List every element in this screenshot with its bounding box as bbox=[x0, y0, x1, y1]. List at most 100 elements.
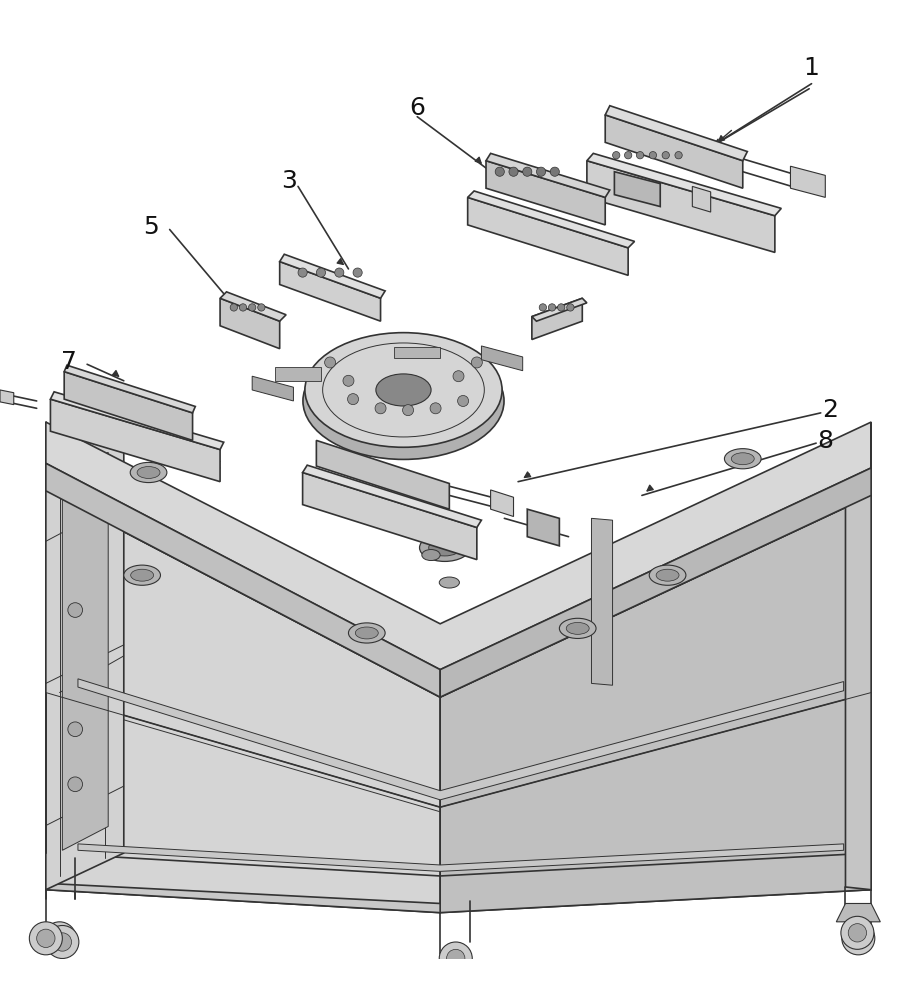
Polygon shape bbox=[845, 463, 871, 890]
Circle shape bbox=[37, 929, 55, 947]
Circle shape bbox=[636, 152, 644, 159]
Ellipse shape bbox=[137, 467, 160, 478]
Circle shape bbox=[536, 167, 546, 176]
Circle shape bbox=[68, 603, 83, 617]
Circle shape bbox=[848, 924, 867, 942]
Ellipse shape bbox=[428, 539, 461, 556]
Polygon shape bbox=[394, 347, 440, 358]
Polygon shape bbox=[605, 106, 747, 161]
Polygon shape bbox=[252, 376, 293, 401]
Polygon shape bbox=[692, 186, 711, 212]
Circle shape bbox=[316, 268, 326, 277]
Ellipse shape bbox=[376, 374, 431, 406]
Circle shape bbox=[453, 371, 464, 382]
Text: 5: 5 bbox=[143, 215, 160, 239]
Polygon shape bbox=[46, 881, 871, 913]
Polygon shape bbox=[836, 903, 880, 922]
Circle shape bbox=[523, 167, 532, 176]
Circle shape bbox=[353, 268, 362, 277]
Ellipse shape bbox=[732, 453, 754, 465]
Polygon shape bbox=[64, 365, 195, 413]
Polygon shape bbox=[491, 490, 514, 517]
Circle shape bbox=[458, 395, 469, 406]
Ellipse shape bbox=[566, 622, 589, 634]
Circle shape bbox=[849, 929, 867, 947]
Ellipse shape bbox=[420, 534, 470, 561]
Ellipse shape bbox=[130, 462, 167, 483]
Polygon shape bbox=[486, 161, 605, 225]
Circle shape bbox=[567, 304, 574, 311]
Circle shape bbox=[675, 152, 682, 159]
Circle shape bbox=[335, 268, 344, 277]
Ellipse shape bbox=[559, 618, 596, 638]
Ellipse shape bbox=[348, 623, 385, 643]
Ellipse shape bbox=[304, 333, 503, 447]
Circle shape bbox=[447, 949, 465, 968]
Ellipse shape bbox=[422, 550, 440, 561]
Polygon shape bbox=[532, 298, 582, 340]
Circle shape bbox=[375, 403, 386, 414]
Polygon shape bbox=[46, 419, 124, 890]
Circle shape bbox=[841, 916, 874, 949]
Circle shape bbox=[439, 942, 472, 975]
Circle shape bbox=[662, 152, 669, 159]
Polygon shape bbox=[468, 191, 635, 248]
Ellipse shape bbox=[130, 569, 154, 581]
Polygon shape bbox=[46, 491, 440, 913]
Circle shape bbox=[53, 933, 72, 951]
Circle shape bbox=[258, 304, 265, 311]
Ellipse shape bbox=[124, 565, 160, 585]
Polygon shape bbox=[280, 262, 381, 321]
Polygon shape bbox=[78, 844, 844, 871]
Polygon shape bbox=[316, 440, 449, 509]
Polygon shape bbox=[303, 465, 481, 528]
Ellipse shape bbox=[303, 343, 504, 459]
Polygon shape bbox=[275, 367, 321, 381]
Polygon shape bbox=[220, 298, 280, 349]
Circle shape bbox=[613, 152, 620, 159]
Polygon shape bbox=[220, 292, 286, 321]
Polygon shape bbox=[440, 495, 871, 913]
Circle shape bbox=[430, 403, 441, 414]
Circle shape bbox=[298, 268, 307, 277]
Circle shape bbox=[43, 922, 76, 955]
Ellipse shape bbox=[656, 569, 679, 581]
Circle shape bbox=[649, 152, 657, 159]
Polygon shape bbox=[62, 452, 108, 850]
Circle shape bbox=[50, 929, 69, 947]
Circle shape bbox=[509, 167, 518, 176]
Polygon shape bbox=[591, 518, 613, 685]
Circle shape bbox=[343, 375, 354, 386]
Circle shape bbox=[68, 722, 83, 737]
Polygon shape bbox=[280, 254, 385, 298]
Polygon shape bbox=[50, 392, 224, 450]
Circle shape bbox=[249, 304, 256, 311]
Circle shape bbox=[29, 922, 62, 955]
Polygon shape bbox=[790, 166, 825, 197]
Text: 7: 7 bbox=[61, 350, 77, 374]
Ellipse shape bbox=[649, 565, 686, 585]
Polygon shape bbox=[527, 509, 559, 546]
Polygon shape bbox=[440, 422, 871, 697]
Polygon shape bbox=[481, 346, 523, 371]
Polygon shape bbox=[532, 298, 587, 321]
Circle shape bbox=[46, 925, 79, 958]
Polygon shape bbox=[64, 372, 193, 440]
Ellipse shape bbox=[356, 627, 378, 639]
Circle shape bbox=[471, 357, 482, 368]
Polygon shape bbox=[78, 679, 844, 800]
Polygon shape bbox=[587, 153, 781, 216]
Polygon shape bbox=[303, 472, 477, 560]
Polygon shape bbox=[605, 115, 743, 188]
Polygon shape bbox=[468, 197, 628, 275]
Polygon shape bbox=[46, 422, 871, 670]
Polygon shape bbox=[46, 463, 440, 697]
Text: 6: 6 bbox=[409, 96, 425, 120]
Circle shape bbox=[230, 304, 238, 311]
Circle shape bbox=[348, 394, 359, 405]
Circle shape bbox=[325, 357, 336, 368]
Text: 8: 8 bbox=[817, 429, 834, 453]
Circle shape bbox=[624, 152, 632, 159]
Circle shape bbox=[539, 304, 547, 311]
Polygon shape bbox=[486, 153, 610, 197]
